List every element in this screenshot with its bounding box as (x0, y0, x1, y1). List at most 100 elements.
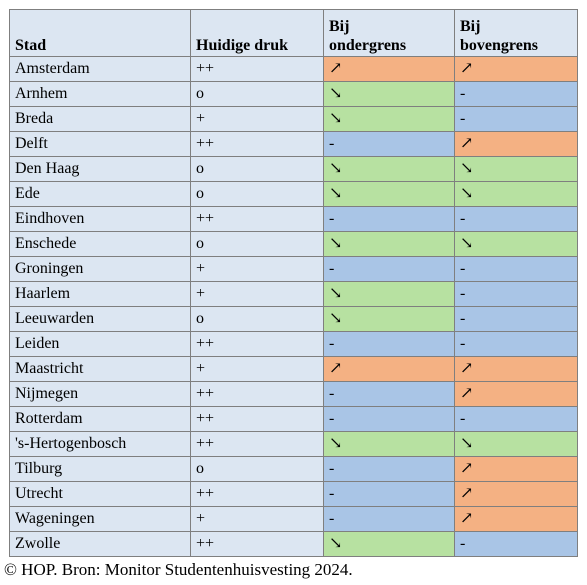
cell-current-pressure: ++ (190, 431, 324, 457)
cell-upper-bound: ↘ (454, 431, 578, 457)
cell-upper-bound: - (454, 256, 578, 282)
cell-lower-bound: ↘ (323, 531, 455, 557)
cell-lower-bound: - (323, 456, 455, 482)
cell-city: Haarlem (9, 281, 191, 307)
cell-upper-bound: - (454, 531, 578, 557)
cell-upper-bound: ↗ (454, 56, 578, 82)
table-row: Delft ++ - ↗ (9, 131, 578, 157)
cell-city: Den Haag (9, 156, 191, 182)
cell-current-pressure: + (190, 281, 324, 307)
cell-current-pressure: ++ (190, 206, 324, 232)
table-row: Amsterdam ++ ↗ ↗ (9, 56, 578, 82)
cell-current-pressure: o (190, 156, 324, 182)
table-row: Tilburg o - ↗ (9, 456, 578, 482)
header-lower-bound-line1: Bij (329, 18, 350, 35)
cell-upper-bound: - (454, 306, 578, 332)
cell-upper-bound: - (454, 106, 578, 132)
table-row: Utrecht ++ - ↗ (9, 481, 578, 507)
cell-city: Utrecht (9, 481, 191, 507)
header-city-label: Stad (15, 37, 47, 54)
cell-lower-bound: - (323, 331, 455, 357)
cell-lower-bound: ↘ (323, 231, 455, 257)
cell-current-pressure: ++ (190, 131, 324, 157)
housing-pressure-table: Stad Huidige druk Bij ondergrens Bij boven… (9, 9, 578, 557)
header-city: Stad (9, 9, 191, 57)
cell-upper-bound: ↗ (454, 131, 578, 157)
cell-lower-bound: ↘ (323, 156, 455, 182)
cell-lower-bound: - (323, 506, 455, 532)
cell-lower-bound: - (323, 406, 455, 432)
header-upper-bound-line1: Bij (460, 18, 481, 35)
cell-upper-bound: ↘ (454, 231, 578, 257)
cell-city: Wageningen (9, 506, 191, 532)
cell-current-pressure: + (190, 106, 324, 132)
cell-current-pressure: ++ (190, 331, 324, 357)
cell-current-pressure: + (190, 256, 324, 282)
cell-city: Eindhoven (9, 206, 191, 232)
cell-upper-bound: - (454, 206, 578, 232)
header-lower-bound: Bij ondergrens (323, 9, 455, 57)
cell-lower-bound: ↘ (323, 281, 455, 307)
cell-current-pressure: o (190, 231, 324, 257)
table-row: Arnhem o ↘ - (9, 81, 578, 107)
housing-pressure-table-container: Stad Huidige druk Bij ondergrens Bij boven… (9, 9, 578, 557)
cell-lower-bound: ↗ (323, 356, 455, 382)
table-row: Leiden ++ - - (9, 331, 578, 357)
cell-city: Zwolle (9, 531, 191, 557)
table-row: Maastricht + ↗ ↗ (9, 356, 578, 382)
header-current-pressure: Huidige druk (190, 9, 324, 57)
cell-upper-bound: - (454, 331, 578, 357)
cell-current-pressure: o (190, 81, 324, 107)
cell-current-pressure: o (190, 306, 324, 332)
table-body: Amsterdam ++ ↗ ↗ Arnhem o ↘ - Breda + ↘ - Delft ++ - ↗ D… (9, 56, 578, 557)
cell-upper-bound: ↗ (454, 456, 578, 482)
table-row: Wageningen + - ↗ (9, 506, 578, 532)
cell-upper-bound: ↘ (454, 156, 578, 182)
cell-city: Groningen (9, 256, 191, 282)
cell-upper-bound: - (454, 281, 578, 307)
cell-city: Maastricht (9, 356, 191, 382)
table-row: Enschede o ↘ ↘ (9, 231, 578, 257)
cell-lower-bound: ↗ (323, 56, 455, 82)
cell-upper-bound: ↗ (454, 506, 578, 532)
header-upper-bound-line2: bovengrens (460, 37, 538, 54)
cell-current-pressure: o (190, 456, 324, 482)
header-current-pressure-label: Huidige druk (196, 37, 289, 54)
cell-city: Leeuwarden (9, 306, 191, 332)
source-caption: © HOP. Bron: Monitor Studentenhuisvestin… (4, 560, 353, 579)
table-row: Rotterdam ++ - - (9, 406, 578, 432)
cell-city: Ede (9, 181, 191, 207)
cell-upper-bound: ↘ (454, 181, 578, 207)
cell-current-pressure: ++ (190, 406, 324, 432)
table-row: Breda + ↘ - (9, 106, 578, 132)
cell-lower-bound: - (323, 131, 455, 157)
table-row: Eindhoven ++ - - (9, 206, 578, 232)
header-upper-bound: Bij bovengrens (454, 9, 578, 57)
cell-lower-bound: ↘ (323, 306, 455, 332)
table-row: Den Haag o ↘ ↘ (9, 156, 578, 182)
cell-city: Nijmegen (9, 381, 191, 407)
cell-lower-bound: - (323, 256, 455, 282)
cell-lower-bound: ↘ (323, 181, 455, 207)
cell-city: Leiden (9, 331, 191, 357)
cell-lower-bound: ↘ (323, 431, 455, 457)
cell-current-pressure: + (190, 506, 324, 532)
table-row: Nijmegen ++ - ↗ (9, 381, 578, 407)
cell-lower-bound: ↘ (323, 106, 455, 132)
cell-upper-bound: - (454, 406, 578, 432)
table-row: 's-Hertogenbosch ++ ↘ ↘ (9, 431, 578, 457)
cell-current-pressure: ++ (190, 56, 324, 82)
cell-lower-bound: - (323, 381, 455, 407)
cell-lower-bound: - (323, 481, 455, 507)
cell-city: Arnhem (9, 81, 191, 107)
cell-city: Amsterdam (9, 56, 191, 82)
cell-current-pressure: ++ (190, 531, 324, 557)
cell-city: Breda (9, 106, 191, 132)
cell-city: Tilburg (9, 456, 191, 482)
header-lower-bound-line2: ondergrens (329, 37, 407, 54)
cell-upper-bound: ↗ (454, 356, 578, 382)
cell-city: Delft (9, 131, 191, 157)
table-row: Zwolle ++ ↘ - (9, 531, 578, 557)
table-row: Leeuwarden o ↘ - (9, 306, 578, 332)
cell-city: Rotterdam (9, 406, 191, 432)
